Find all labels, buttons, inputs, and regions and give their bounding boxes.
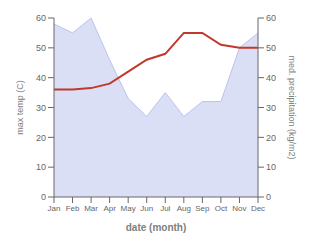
svg-text:Sep: Sep bbox=[195, 204, 210, 213]
svg-text:Aug: Aug bbox=[177, 204, 191, 213]
svg-text:60: 60 bbox=[36, 13, 46, 23]
svg-text:Oct: Oct bbox=[215, 204, 228, 213]
svg-text:40: 40 bbox=[36, 73, 46, 83]
svg-text:20: 20 bbox=[266, 133, 276, 143]
svg-text:Nov: Nov bbox=[232, 204, 246, 213]
svg-text:Jan: Jan bbox=[48, 204, 61, 213]
svg-text:40: 40 bbox=[266, 73, 276, 83]
svg-text:Jul: Jul bbox=[160, 204, 170, 213]
svg-text:0: 0 bbox=[266, 192, 271, 202]
svg-text:May: May bbox=[121, 204, 136, 213]
svg-text:30: 30 bbox=[36, 103, 46, 113]
svg-text:60: 60 bbox=[266, 13, 276, 23]
svg-text:Feb: Feb bbox=[66, 204, 80, 213]
svg-text:10: 10 bbox=[36, 162, 46, 172]
svg-text:50: 50 bbox=[36, 43, 46, 53]
svg-text:30: 30 bbox=[266, 103, 276, 113]
svg-text:Dec: Dec bbox=[251, 204, 265, 213]
svg-text:Mar: Mar bbox=[84, 204, 98, 213]
svg-text:10: 10 bbox=[266, 162, 276, 172]
svg-text:Jun: Jun bbox=[140, 204, 153, 213]
svg-text:Apr: Apr bbox=[103, 204, 116, 213]
svg-text:0: 0 bbox=[41, 192, 46, 202]
svg-text:max temp (C): max temp (C) bbox=[15, 80, 25, 135]
svg-text:date (month): date (month) bbox=[126, 222, 187, 233]
svg-text:20: 20 bbox=[36, 133, 46, 143]
svg-text:med. precipitation (kg/m2): med. precipitation (kg/m2) bbox=[287, 55, 297, 159]
svg-text:50: 50 bbox=[266, 43, 276, 53]
